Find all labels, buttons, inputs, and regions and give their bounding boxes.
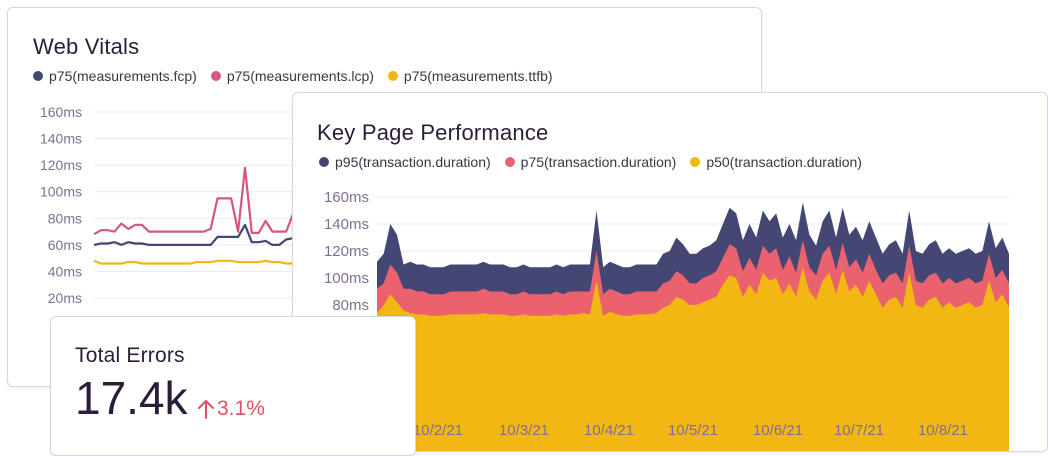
x-tick-label: 10/6/21 xyxy=(753,422,803,439)
legend-item-p75[interactable]: p75(transaction.duration) xyxy=(504,154,677,170)
total-errors-title: Total Errors xyxy=(75,344,185,367)
x-tick-label: 10/4/21 xyxy=(584,422,634,439)
series-line-lcp xyxy=(93,166,295,236)
x-tick-label: 10/5/21 xyxy=(668,422,718,439)
legend-dot-icon xyxy=(319,157,329,167)
y-tick-label: 120ms xyxy=(324,243,369,260)
x-tick-label: 10/7/21 xyxy=(834,422,884,439)
y-tick-label: 120ms xyxy=(40,157,82,173)
legend-label: p95(transaction.duration) xyxy=(335,154,491,170)
series-line-fcp xyxy=(93,223,294,246)
series-line-ttfb xyxy=(93,259,293,265)
delta-value: 3.1% xyxy=(217,397,265,420)
legend-dot-icon xyxy=(33,71,43,81)
y-tick-label: 40ms xyxy=(48,263,82,279)
legend-label: p75(transaction.duration) xyxy=(520,154,677,170)
legend-label: p75(measurements.ttfb) xyxy=(403,68,553,84)
key-perf-title: Key Page Performance xyxy=(317,120,549,145)
legend-item-lcp[interactable]: p75(measurements.lcp) xyxy=(210,68,374,84)
legend-label: p50(transaction.duration) xyxy=(706,154,862,170)
total-errors-card[interactable]: Total Errors 17.4k 3.1% xyxy=(50,316,416,456)
y-tick-label: 140ms xyxy=(40,131,82,147)
key-perf-legend: p95(transaction.duration) p75(transactio… xyxy=(319,154,862,170)
total-errors-value: 17.4k xyxy=(75,372,188,424)
y-tick-label: 80ms xyxy=(48,210,82,226)
y-tick-label: 100ms xyxy=(324,270,369,287)
legend-dot-icon xyxy=(210,71,221,81)
legend-label: p75(measurements.fcp) xyxy=(49,68,197,84)
legend-dot-icon xyxy=(690,157,701,167)
legend-label: p75(measurements.lcp) xyxy=(226,68,374,84)
arrow-up-icon xyxy=(198,400,214,419)
y-tick-label: 160ms xyxy=(324,189,369,206)
legend-item-p50[interactable]: p50(transaction.duration) xyxy=(690,154,862,170)
x-tick-label: 10/8/21 xyxy=(918,422,968,439)
y-tick-label: 80ms xyxy=(332,297,369,314)
legend-item-p95[interactable]: p95(transaction.duration) xyxy=(319,154,491,170)
legend-item-ttfb[interactable]: p75(measurements.ttfb) xyxy=(387,68,553,84)
x-tick-label: 10/3/21 xyxy=(499,422,549,439)
series-area-p50 xyxy=(377,267,1009,451)
total-errors-delta: 3.1% xyxy=(197,397,265,421)
legend-dot-icon xyxy=(504,157,515,167)
y-tick-label: 160ms xyxy=(40,104,82,120)
web-vitals-legend: p75(measurements.fcp) p75(measurements.l… xyxy=(33,68,553,84)
y-tick-label: 60ms xyxy=(48,237,82,253)
key-page-performance-card[interactable]: Key Page Performance p95(transaction.dur… xyxy=(292,92,1048,452)
web-vitals-title: Web Vitals xyxy=(33,34,140,59)
y-tick-label: 100ms xyxy=(40,184,82,200)
x-tick-label: 10/2/21 xyxy=(413,422,463,439)
key-perf-chart[interactable]: 160ms 140ms 120ms 100ms 80ms 10/2/21 10/3/21 10… xyxy=(293,93,1048,452)
legend-dot-icon xyxy=(387,71,398,81)
y-tick-label: 20ms xyxy=(48,290,82,306)
y-tick-label: 140ms xyxy=(324,216,369,233)
legend-item-fcp[interactable]: p75(measurements.fcp) xyxy=(33,68,197,84)
